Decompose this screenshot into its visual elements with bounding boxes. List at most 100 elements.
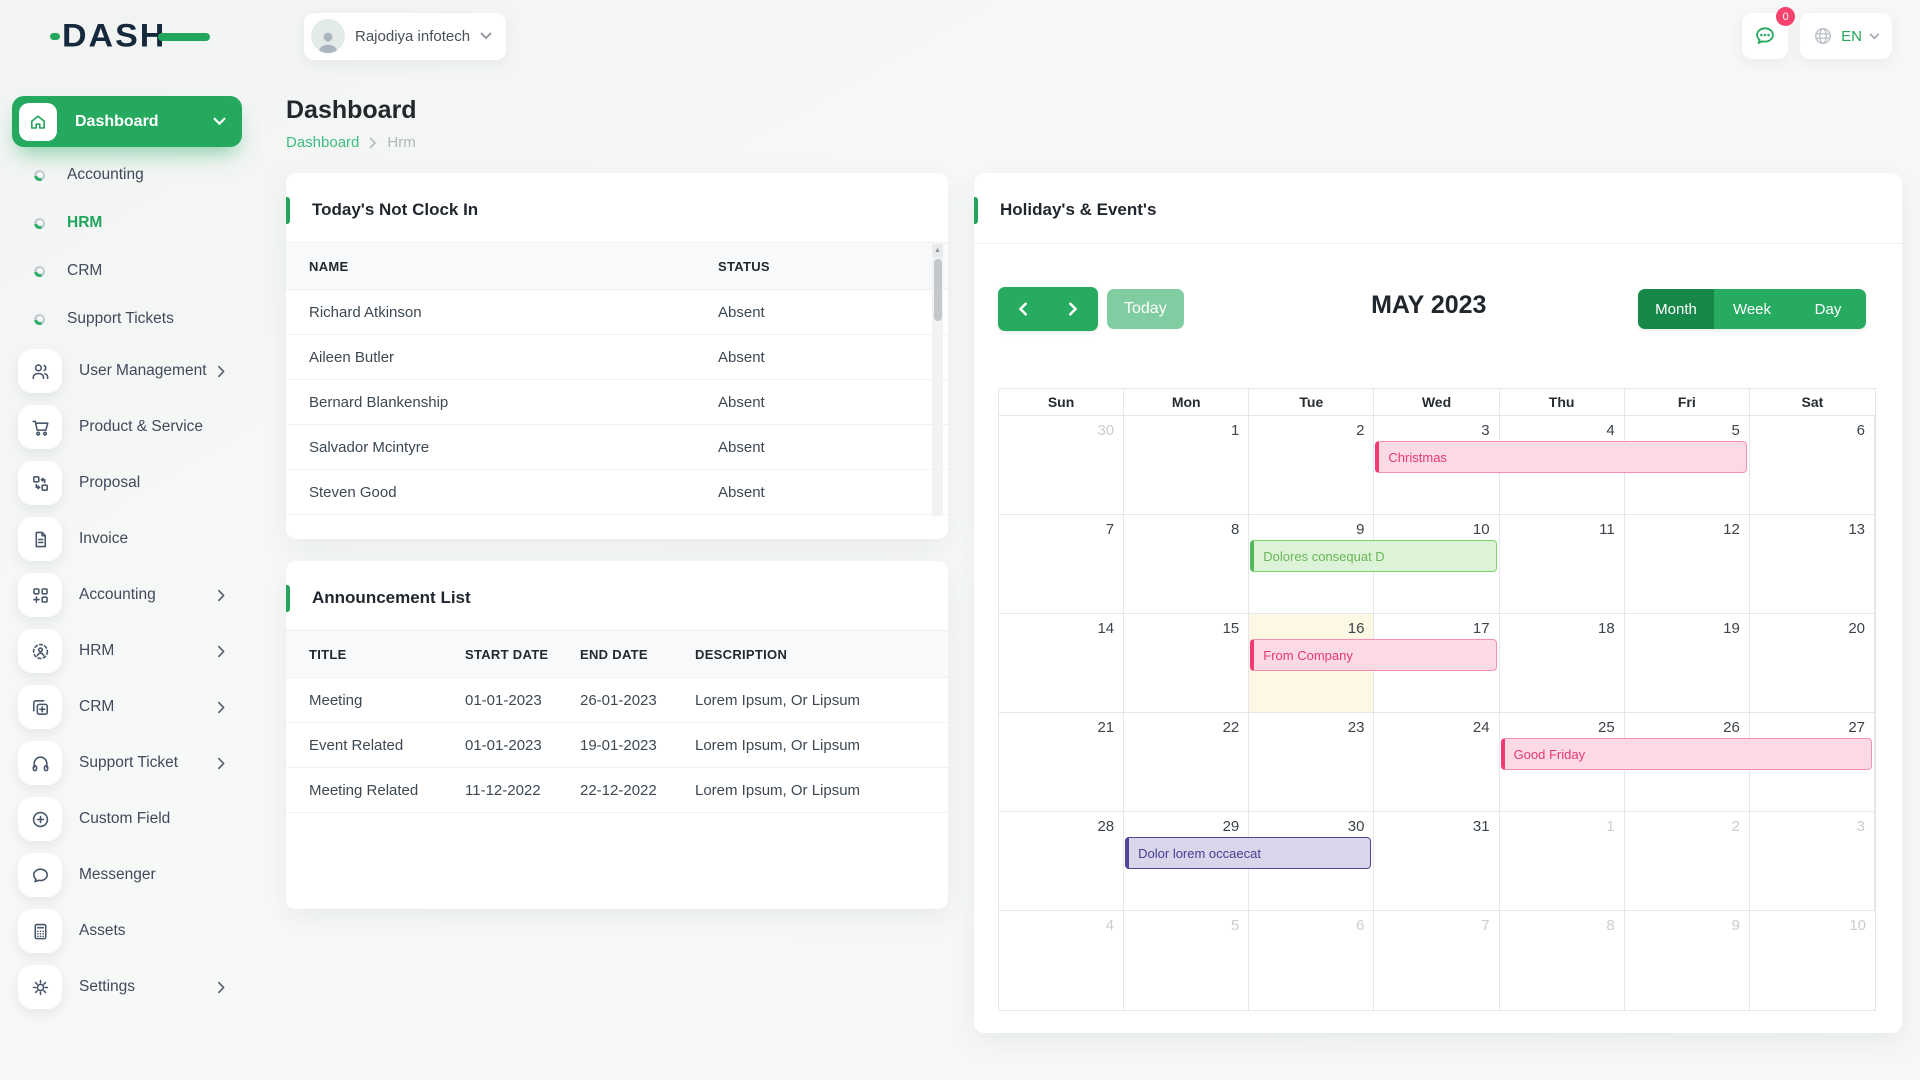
calendar-day-cell[interactable]: 9 [1625,911,1750,1010]
calendar-day-cell[interactable]: 4 [999,911,1125,1010]
calendar-event[interactable]: Christmas [1375,441,1747,473]
month-view-button[interactable]: Month [1638,289,1714,329]
plus-circle-icon [18,797,62,841]
column-header-title: TITLE [286,630,465,678]
table-row[interactable]: Meeting Related 11-12-2022 22-12-2022 Lo… [286,767,948,813]
announcement-title-cell: Meeting Related [286,767,465,813]
calendar-week-row: 21 22 23 24 25 26 27 Good Friday [999,713,1875,812]
calendar-day-cell[interactable]: 15 [1124,614,1250,713]
calendar-day-cell[interactable]: 12 [1624,515,1750,614]
calendar-day-cell[interactable]: 6 [1249,911,1375,1010]
table-row[interactable]: Steven Good Absent [286,469,948,515]
sidebar-subitem-hrm[interactable]: HRM [0,199,260,247]
sidebar-subitem-accounting[interactable]: Accounting [0,151,260,199]
calendar-day-cell[interactable]: 22 [1124,713,1250,812]
calendar-day-cell[interactable]: 1 [1124,416,1250,515]
calendar-day-cell[interactable]: 21 [999,713,1125,812]
sidebar-item-invoice[interactable]: Invoice [0,511,260,567]
status-value: Absent [718,334,948,380]
table-row[interactable]: Meeting 01-01-2023 26-01-2023 Lorem Ipsu… [286,677,948,723]
calendar-day-cell[interactable]: 27 [1749,713,1875,812]
table-row[interactable]: Bernard Blankenship Absent [286,379,948,425]
calendar-day-cell[interactable]: 30 [999,416,1125,515]
calendar-day-cell[interactable]: 24 [1374,713,1500,812]
calendar-day-cell[interactable]: 3 [1749,812,1875,911]
calendar-day-cell[interactable]: 23 [1249,713,1375,812]
crm-icon [18,685,62,729]
sidebar-item-accounting[interactable]: Accounting [0,567,260,623]
calendar-day-cell[interactable]: 17 [1374,614,1500,713]
end-date-cell: 26-01-2023 [580,677,695,723]
sidebar-item-label: Custom Field [79,810,171,827]
calendar-day-cell[interactable]: 2 [1249,416,1375,515]
calendar-day-cell[interactable]: 2 [1624,812,1750,911]
sidebar-item-support-ticket[interactable]: Support Ticket [0,735,260,791]
sidebar-item-assets[interactable]: Assets [0,903,260,959]
calendar-event[interactable]: Good Friday [1500,738,1872,770]
calendar-day-cell[interactable]: 10 [1374,515,1500,614]
sidebar-subitem-support-tickets[interactable]: Support Tickets [0,295,260,343]
table-row[interactable]: Richard Atkinson Absent [286,289,948,335]
sidebar-item-settings[interactable]: Settings [0,959,260,1015]
sidebar-item-user-management[interactable]: User Management [0,343,260,399]
day-view-button[interactable]: Day [1790,289,1866,329]
calendar-day-cell[interactable]: 31 [1374,812,1500,911]
day-of-week-header: Thu [1499,389,1625,416]
prev-month-button[interactable] [998,287,1048,331]
bullet-icon [34,265,45,277]
calendar-day-cell[interactable]: 7 [999,515,1125,614]
calendar-day-cell[interactable]: 5 [1624,416,1750,515]
table-row[interactable]: Event Related 01-01-2023 19-01-2023 Lore… [286,722,948,768]
company-dropdown[interactable]: Rajodiya infotech [304,12,507,60]
scrollbar-thumb[interactable] [933,259,942,321]
sidebar-item-crm[interactable]: CRM [0,679,260,735]
calendar-day-cell[interactable]: 14 [999,614,1125,713]
logo-accent-bar [158,33,210,41]
today-button[interactable]: Today [1107,289,1184,329]
calendar-day-cell[interactable]: 13 [1749,515,1875,614]
breadcrumb: Dashboard Hrm [286,134,1902,151]
calendar-day-cell[interactable]: 18 [1499,614,1625,713]
sidebar-subitem-label: HRM [67,214,103,231]
sidebar-item-dashboard[interactable]: Dashboard [12,96,242,147]
sidebar-item-custom-field[interactable]: Custom Field [0,791,260,847]
calendar-event[interactable]: Dolores consequat D [1250,540,1497,572]
sidebar-item-messenger[interactable]: Messenger [0,847,260,903]
table-row[interactable]: Aileen Butler Absent [286,334,948,380]
calendar-day-cell[interactable]: 8 [1124,515,1250,614]
calendar-day-cell[interactable]: 1 [1499,812,1625,911]
bullet-icon [34,313,45,325]
calendar-day-cell[interactable]: 10 [1849,917,1866,934]
table-scrollbar[interactable]: ▲ [932,244,943,516]
calendar-day-cell[interactable]: 5 [1124,911,1250,1010]
calendar-day-cell[interactable]: 19 [1624,614,1750,713]
sidebar-subitem-crm[interactable]: CRM [0,247,260,295]
sidebar-item-label: Assets [79,922,126,939]
calendar-day-cell[interactable]: 20 [1749,614,1875,713]
calendar-day-cell[interactable]: 8 [1500,911,1625,1010]
sidebar-item-product-service[interactable]: Product & Service [0,399,260,455]
sidebar-item-label: Proposal [79,474,141,491]
calendar-event[interactable]: From Company [1250,639,1497,671]
start-date-cell: 01-01-2023 [465,722,580,768]
language-dropdown[interactable]: EN [1800,13,1892,59]
status-value: Absent [718,469,948,515]
messages-button[interactable]: 0 [1742,7,1796,59]
messages-badge: 0 [1776,7,1796,26]
calendar-event[interactable]: Dolor lorem occaecat [1125,837,1372,869]
card-accent-bar [286,197,290,224]
table-row[interactable]: Salvador Mcintyre Absent [286,424,948,470]
calendar-day-cell[interactable]: 28 [999,812,1125,911]
calendar-day-cell[interactable]: 30 [1249,812,1375,911]
sidebar-item-proposal[interactable]: Proposal [0,455,260,511]
sidebar-item-label: Product & Service [79,418,204,435]
breadcrumb-dashboard-link[interactable]: Dashboard [286,134,360,151]
description-cell: Lorem Ipsum, Or Lipsum [695,767,948,813]
sidebar-item-hrm[interactable]: HRM [0,623,260,679]
calendar-day-cell[interactable]: 7 [1374,911,1500,1010]
calendar-day-cell[interactable]: 6 [1749,416,1875,515]
week-view-button[interactable]: Week [1714,289,1790,329]
calendar-day-cell[interactable]: 11 [1499,515,1625,614]
next-month-button[interactable] [1048,287,1098,331]
scrollbar-up-arrow[interactable]: ▲ [932,244,943,257]
